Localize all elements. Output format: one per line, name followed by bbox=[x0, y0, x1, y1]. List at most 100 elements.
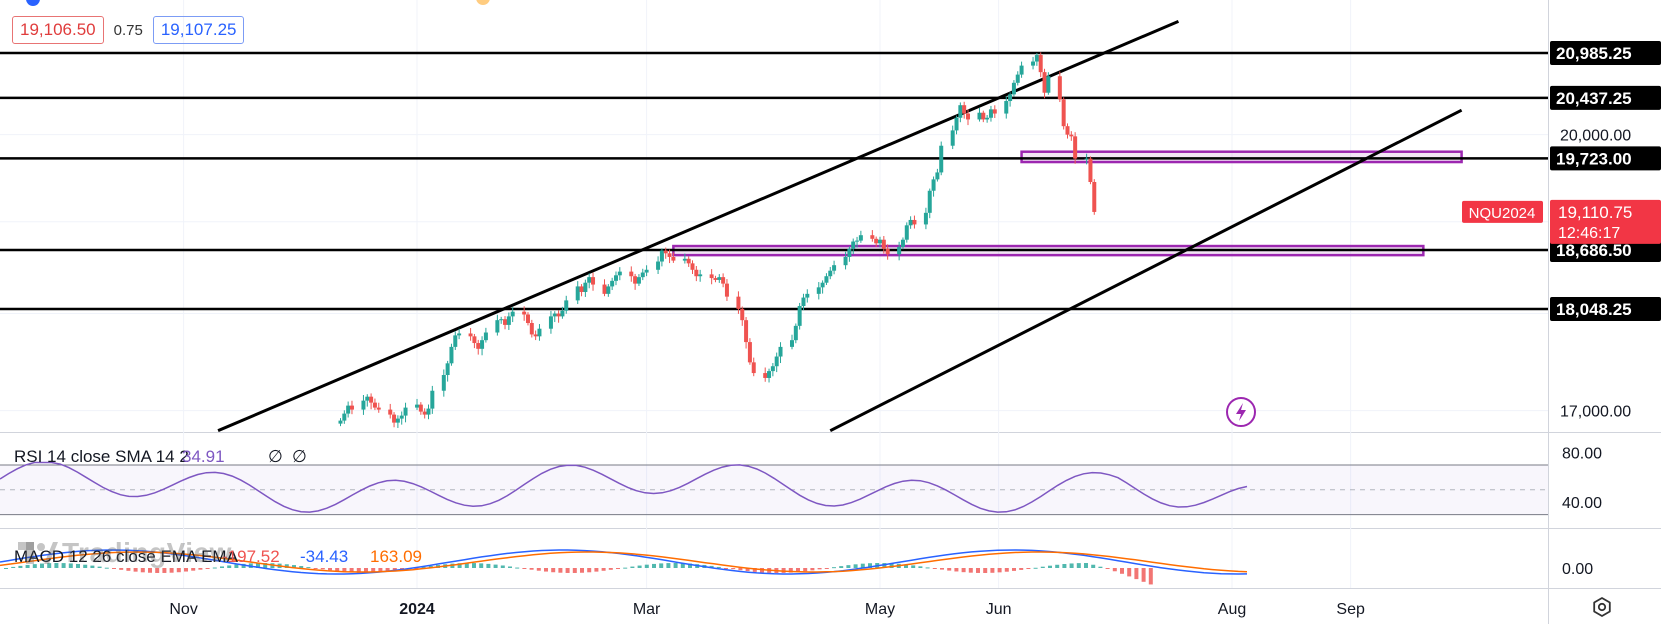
macd-histogram-bar bbox=[580, 568, 584, 573]
candle-body bbox=[992, 109, 997, 114]
macd-histogram-bar bbox=[133, 568, 138, 572]
bid-price[interactable]: 19,106.50 bbox=[12, 16, 104, 44]
candle-body bbox=[904, 225, 909, 240]
macd-histogram-bar bbox=[1026, 568, 1031, 569]
candle-body bbox=[1031, 61, 1036, 66]
level-price-label: 20,985.25 bbox=[1556, 44, 1632, 63]
macd-histogram-bar bbox=[328, 568, 332, 571]
candle-body bbox=[422, 411, 427, 415]
candle-body bbox=[805, 293, 810, 298]
candle-body bbox=[449, 346, 454, 364]
macd-histogram-bar bbox=[104, 567, 109, 569]
candle-body bbox=[503, 319, 508, 325]
rsi-axis-label: 40.00 bbox=[1562, 495, 1602, 512]
macd-histogram-bar bbox=[688, 563, 692, 568]
macd-histogram-bar bbox=[1091, 564, 1096, 568]
macd-histogram-bar bbox=[342, 568, 347, 572]
candle-body bbox=[369, 396, 374, 403]
macd-histogram-bar bbox=[1141, 568, 1146, 582]
candle-body bbox=[874, 238, 879, 244]
macd-histogram-bar bbox=[464, 563, 469, 568]
rsi-value: 34.91 bbox=[182, 447, 225, 466]
candle-body bbox=[671, 256, 676, 261]
candle-body bbox=[724, 283, 729, 297]
macd-histogram-bar bbox=[551, 568, 556, 573]
candle-body bbox=[1088, 158, 1093, 182]
macd-histogram-bar bbox=[925, 567, 930, 569]
macd-histogram-bar bbox=[486, 563, 491, 568]
macd-histogram-bar bbox=[508, 566, 512, 568]
macd-histogram-bar bbox=[630, 566, 635, 568]
trend-channel-line[interactable] bbox=[217, 19, 1180, 432]
candle-body bbox=[610, 280, 615, 287]
candle-body bbox=[698, 274, 703, 277]
candle-body bbox=[1084, 158, 1089, 160]
candle-body bbox=[388, 409, 393, 415]
macd-histogram-bar bbox=[1040, 566, 1045, 568]
candle-body bbox=[816, 287, 821, 294]
candle-body bbox=[472, 336, 477, 344]
time-axis-label: 2024 bbox=[399, 601, 435, 618]
price-axis-label: 17,000.00 bbox=[1560, 404, 1631, 421]
macd-histogram-bar bbox=[140, 568, 145, 573]
candle-body bbox=[690, 263, 695, 270]
macd-histogram-bar bbox=[335, 568, 340, 572]
macd-histogram-bar bbox=[680, 563, 685, 568]
macd-histogram-bar bbox=[860, 563, 865, 568]
candle-body bbox=[468, 333, 473, 337]
candle-body bbox=[988, 109, 993, 118]
candle-body bbox=[1042, 72, 1047, 93]
candle-body bbox=[851, 241, 856, 249]
macd-line bbox=[0, 549, 1248, 575]
trend-channel-line[interactable] bbox=[829, 108, 1463, 432]
candle-body bbox=[613, 275, 618, 281]
macd-histogram-bar bbox=[472, 563, 476, 568]
level-price-label: 20,437.25 bbox=[1556, 89, 1632, 108]
macd-histogram-bar bbox=[522, 568, 527, 569]
tradingview-logo-icon bbox=[18, 539, 58, 564]
macd-histogram-bar bbox=[205, 568, 210, 569]
macd-histogram-bar bbox=[184, 568, 188, 572]
macd-histogram-bar bbox=[659, 563, 664, 568]
macd-histogram-bar bbox=[846, 565, 851, 568]
candle-body bbox=[962, 105, 967, 114]
time-axis-label: Nov bbox=[169, 601, 197, 618]
market-status-icon bbox=[476, 0, 490, 5]
candle-body bbox=[721, 277, 726, 284]
candle-body bbox=[736, 296, 741, 309]
level-price-tag bbox=[1550, 85, 1661, 110]
candle-body bbox=[1015, 74, 1020, 83]
ask-price[interactable]: 19,107.25 bbox=[152, 16, 245, 44]
macd-histogram-bar bbox=[745, 568, 750, 572]
candle-body bbox=[560, 310, 565, 317]
candle-body bbox=[506, 316, 511, 325]
macd-histogram-bar bbox=[414, 568, 419, 569]
candle-body bbox=[564, 300, 569, 311]
macd-histogram-bar bbox=[241, 563, 246, 568]
candle-body bbox=[793, 325, 798, 341]
level-price-label: 18,686.50 bbox=[1556, 241, 1632, 260]
macd-histogram-bar bbox=[47, 563, 52, 568]
macd-histogram-bar bbox=[572, 568, 577, 573]
candle-body bbox=[430, 390, 435, 409]
candle-body bbox=[633, 276, 638, 284]
time-axis-label: Mar bbox=[633, 601, 661, 618]
candle-body bbox=[885, 248, 890, 255]
candle-body bbox=[801, 297, 806, 307]
settings-button[interactable] bbox=[1591, 596, 1613, 618]
candle-body bbox=[981, 112, 986, 120]
candle-body bbox=[636, 277, 641, 284]
macd-histogram-bar bbox=[1105, 568, 1110, 569]
candle-body bbox=[483, 332, 488, 341]
support-resistance-zone[interactable] bbox=[1020, 150, 1463, 164]
macd-histogram-bar bbox=[796, 568, 800, 573]
macd-legend-label: MACD 12 26 close EMA EMA bbox=[14, 547, 239, 566]
macd-histogram-bar bbox=[500, 565, 505, 568]
macd-histogram-bar bbox=[421, 567, 426, 569]
tradingview-watermark: TradingView bbox=[18, 537, 232, 569]
candle-body bbox=[927, 190, 932, 213]
candle-body bbox=[533, 334, 538, 337]
time-axis-label: Jun bbox=[986, 601, 1012, 618]
time-axis-label: Aug bbox=[1218, 601, 1246, 618]
